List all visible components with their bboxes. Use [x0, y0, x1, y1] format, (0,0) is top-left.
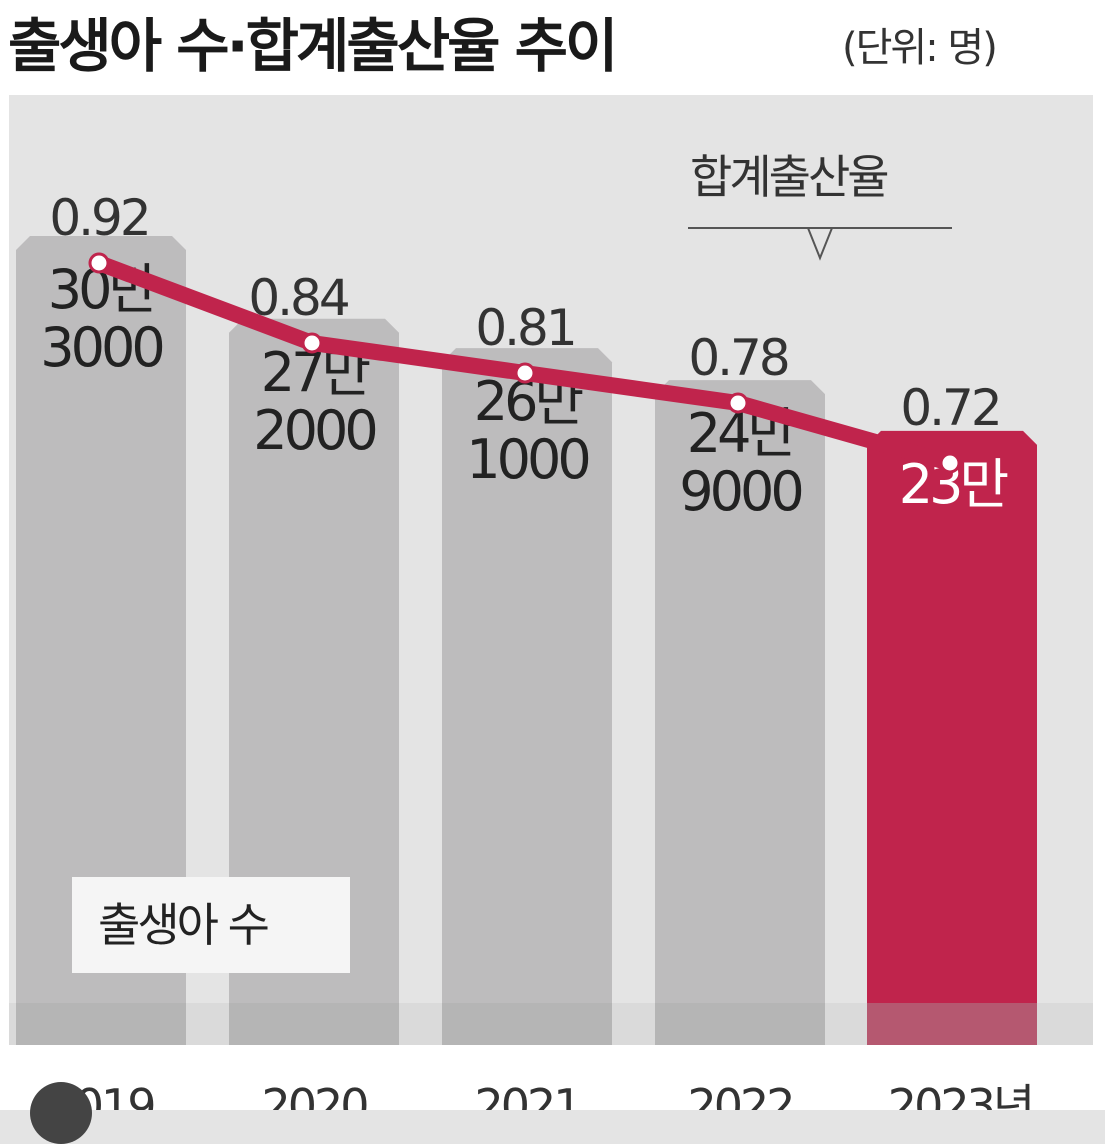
bar-legend: 출생아 수	[72, 877, 350, 973]
bar-value-label: 9000	[679, 460, 801, 523]
fertility-rate-point	[939, 452, 961, 474]
fertility-rate-point	[301, 332, 323, 354]
right-border	[1093, 95, 1105, 1110]
x-tick-label: 2023년	[888, 1079, 1032, 1110]
bar-base-shade-2020	[229, 1003, 399, 1045]
fertility-rate-label: 0.81	[475, 299, 574, 357]
bar-2020	[229, 318, 399, 1045]
microphone-icon	[30, 1082, 92, 1144]
bar-2021	[442, 348, 612, 1045]
bar-value-label: 2000	[253, 399, 375, 462]
x-axis-band	[9, 1045, 1093, 1110]
bar-value-label: 1000	[466, 428, 588, 491]
chart-title: 출생아 수·합계출산율 추이	[8, 12, 618, 80]
bar-base-shade-2021	[442, 1003, 612, 1045]
fertility-rate-label: 0.92	[49, 189, 148, 247]
bar-base-shade-2023년	[867, 1003, 1037, 1045]
bar-legend-label: 출생아 수	[98, 898, 270, 952]
line-legend-label: 합계출산율	[690, 150, 890, 204]
x-tick-label: 2021	[474, 1079, 579, 1110]
x-tick-label: 2022	[687, 1079, 792, 1110]
baseline-strip	[9, 1003, 1093, 1045]
line-legend-callout	[688, 227, 952, 261]
fertility-rate-point	[727, 392, 749, 414]
fertility-rate-point	[514, 362, 536, 384]
bar-base-shade-2019	[16, 1003, 186, 1045]
bar-2019	[16, 235, 186, 1046]
fertility-rate-label: 0.78	[688, 329, 788, 387]
unit-label: (단위: 명)	[842, 25, 998, 71]
title-bar: 출생아 수·합계출산율 추이 (단위: 명)	[0, 0, 1105, 95]
bar-base-shade-2022	[655, 1003, 825, 1045]
fertility-rate-label: 0.84	[248, 269, 348, 327]
fertility-rate-label: 0.72	[900, 379, 999, 437]
fertility-rate-point	[88, 252, 110, 274]
bar-2023년	[867, 430, 1037, 1045]
left-border	[0, 95, 9, 1110]
bar-2022	[655, 380, 825, 1045]
bar-value-label: 3000	[40, 316, 162, 379]
x-tick-label: 2020	[261, 1079, 367, 1110]
